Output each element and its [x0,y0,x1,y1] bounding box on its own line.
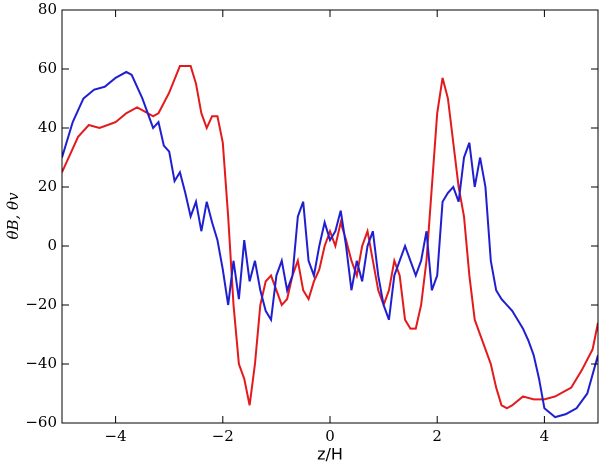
y-tick-label: 40 [38,118,57,136]
y-tick-label: 0 [47,236,57,254]
y-tick-label: −60 [25,413,57,431]
plot-frame [61,9,599,424]
x-tick-label: −2 [212,427,234,445]
x-tick-label: −4 [105,427,127,445]
x-tick-label: 2 [432,427,442,445]
x-tick-label: 0 [325,427,335,445]
y-axis-label: θB, θv [4,192,22,240]
x-tick-label: 4 [540,427,550,445]
y-tick-label: 20 [38,177,57,195]
y-tick-label: 60 [38,59,57,77]
data-line [62,65,598,410]
y-tick-label: −40 [25,354,57,372]
data-line [62,70,598,419]
y-tick-label: −20 [25,295,57,313]
y-tick-label: 80 [38,0,57,18]
x-axis-label: z/H [317,445,343,464]
